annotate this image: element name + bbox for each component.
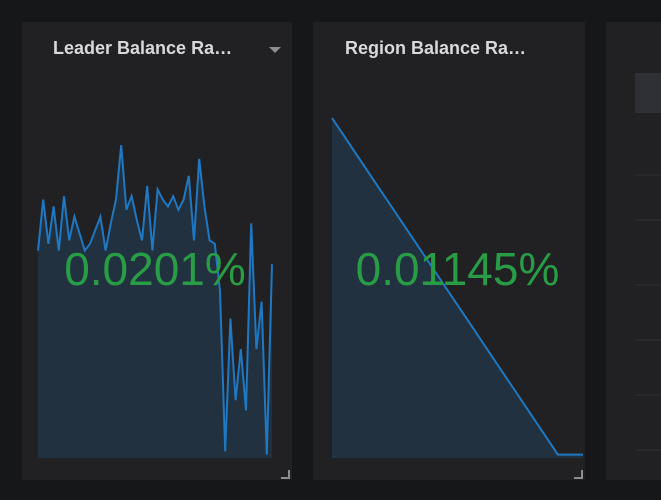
sparkline-area — [38, 145, 272, 458]
resize-handle[interactable] — [281, 470, 290, 479]
panel — [313, 22, 585, 480]
table-rows — [635, 174, 661, 451]
resize-handle[interactable] — [574, 470, 583, 479]
panels: Leader Balance Ra… 0.0201% Region Balance … — [37, 38, 583, 458]
sparkline-area — [332, 118, 583, 458]
table-header — [635, 73, 661, 113]
dropdown-caret[interactable] — [269, 47, 281, 53]
sparkline-line — [331, 117, 583, 456]
stat-value: 0.0201% — [64, 243, 246, 295]
panel-title: Region Balance Ra… — [345, 38, 526, 58]
sparkline-line — [37, 145, 273, 455]
panel-title: Leader Balance Ra… — [53, 38, 232, 58]
stat-value: 0.01145% — [356, 243, 560, 295]
